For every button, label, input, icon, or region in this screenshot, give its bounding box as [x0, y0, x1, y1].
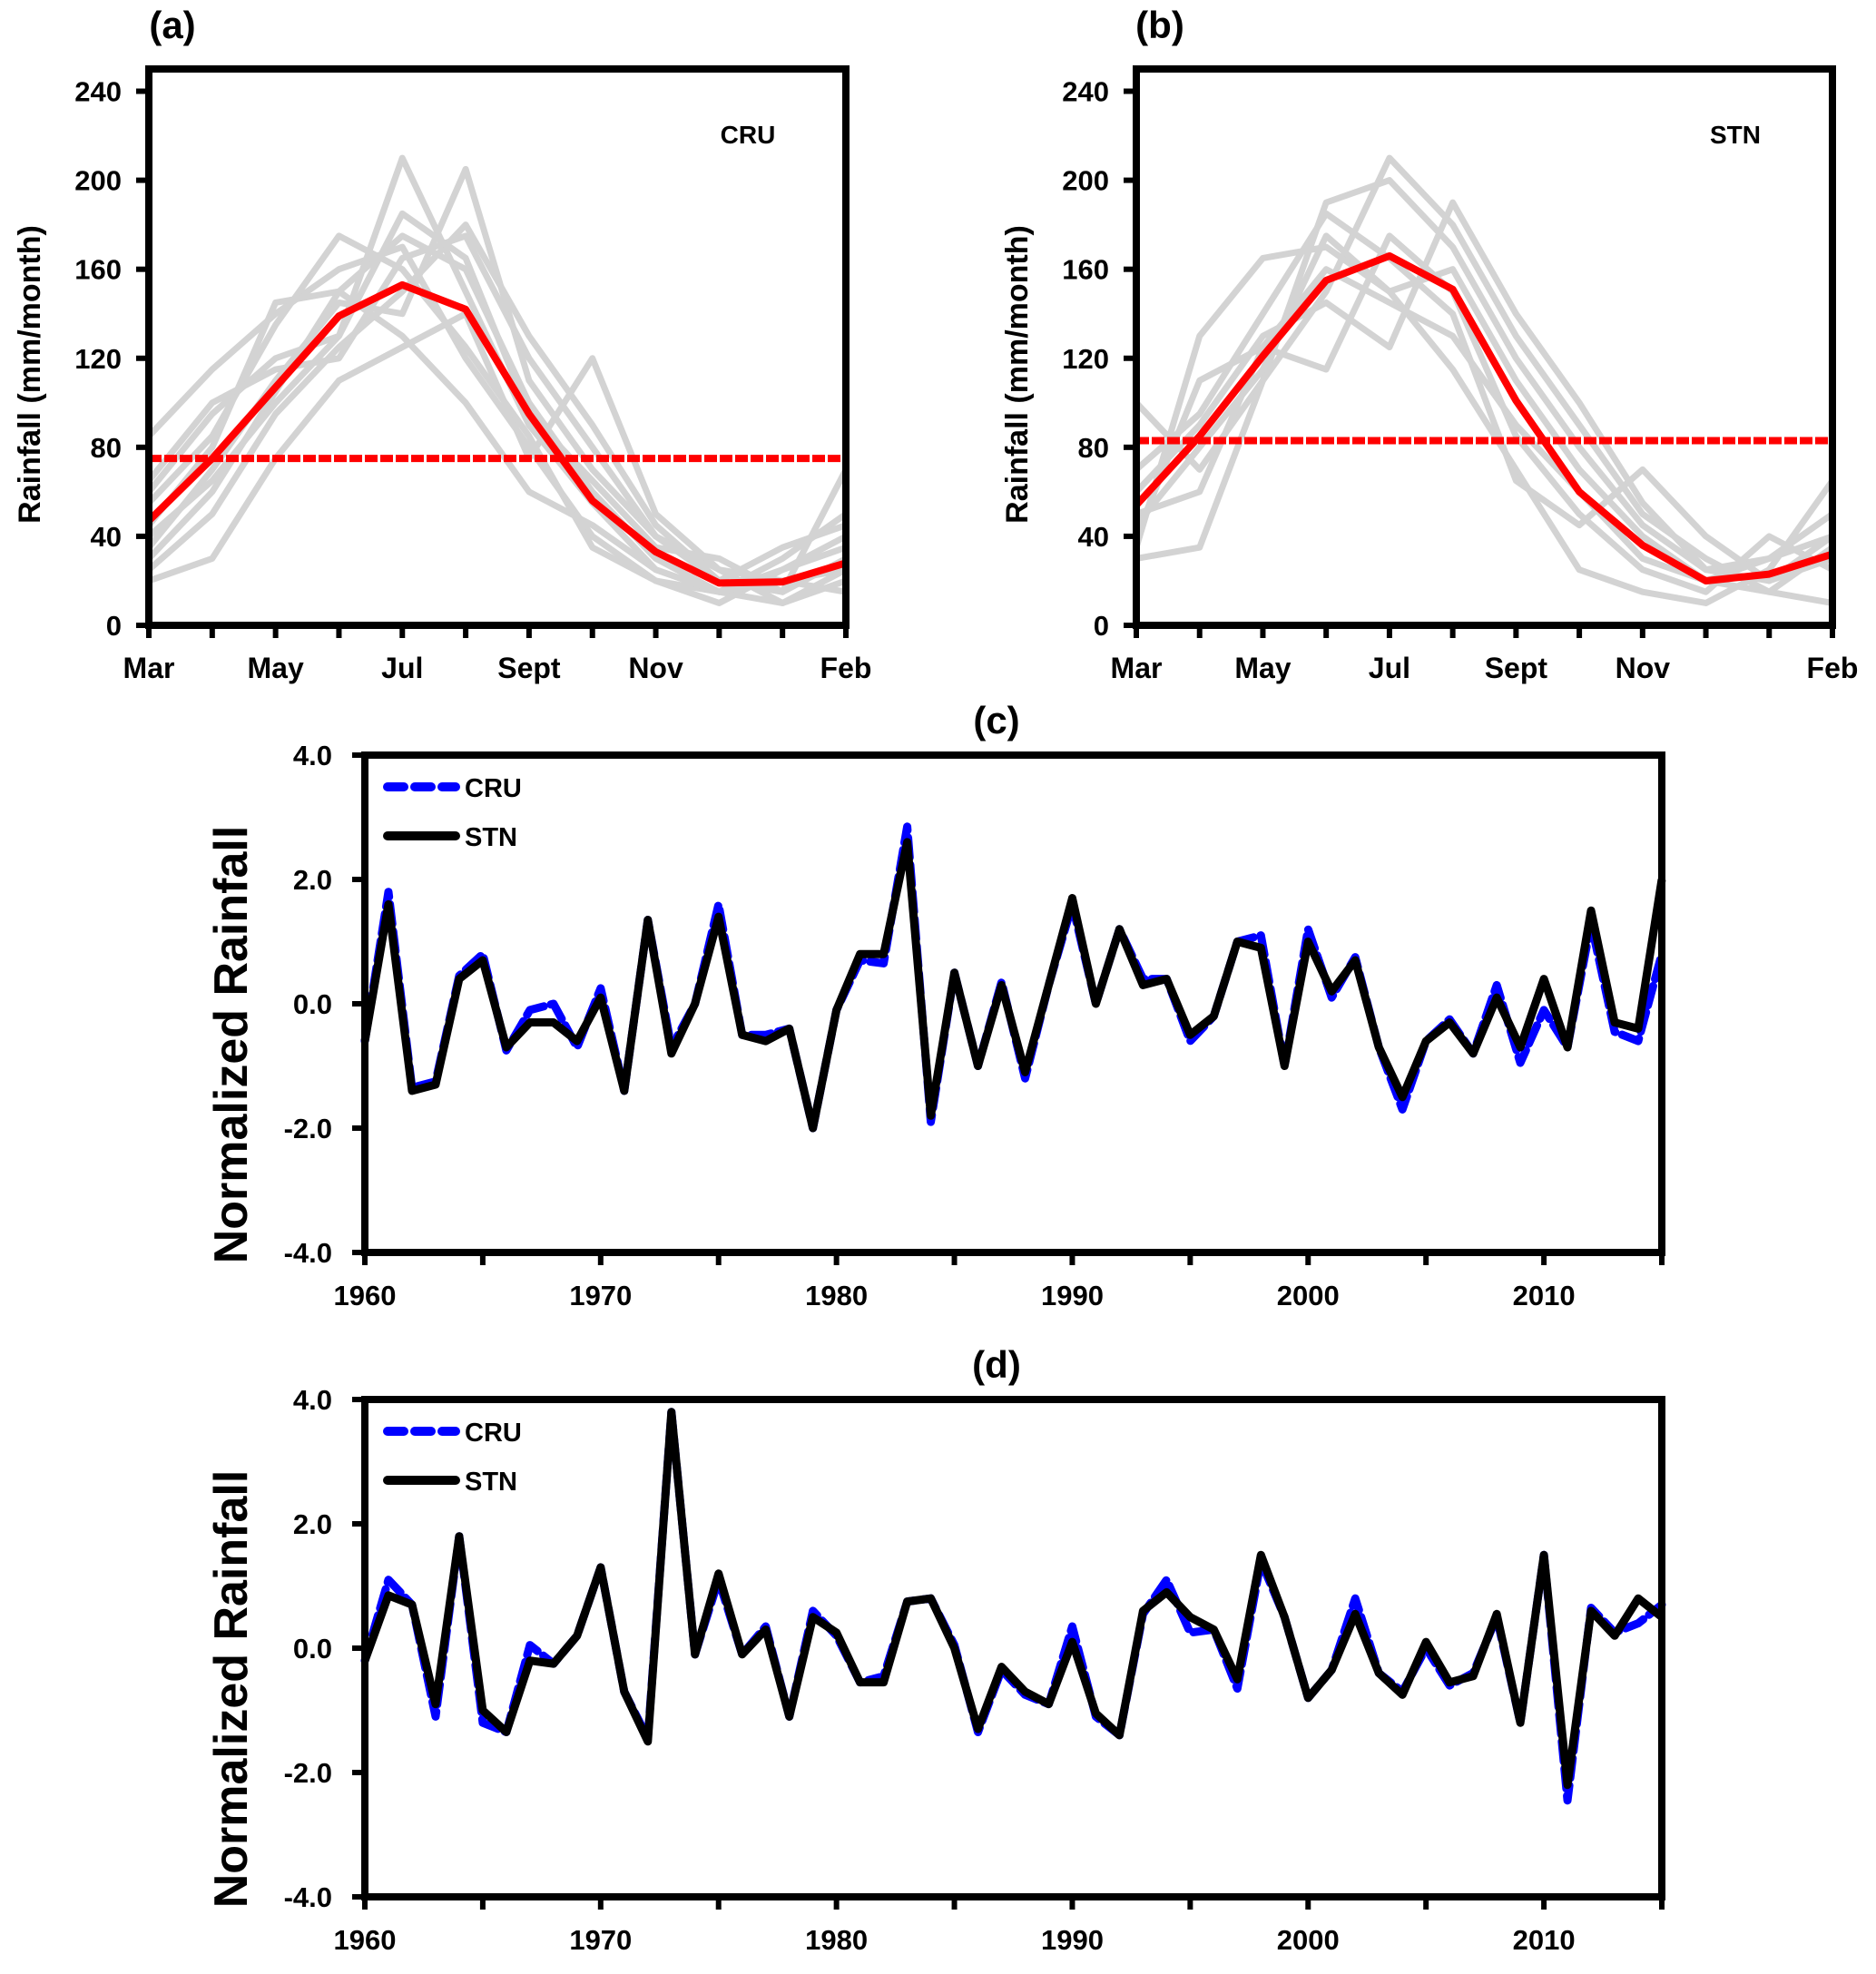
stn-line	[360, 1408, 1665, 1790]
panel-label: (a)	[149, 4, 195, 46]
y-axis-label: Normalized Rainfall	[205, 1470, 258, 1909]
x-tick-label: Sept	[1485, 652, 1548, 684]
dataset-label: CRU	[721, 121, 776, 149]
x-tick-label: 1980	[805, 1924, 868, 1956]
year-line	[146, 154, 849, 595]
x-tick-label: Jul	[381, 652, 423, 684]
x-tick-label: 1970	[569, 1280, 632, 1311]
x-tick-label: 1980	[805, 1280, 868, 1311]
panel-label: (d)	[972, 1343, 1021, 1386]
y-tick-label: 240	[74, 76, 122, 108]
y-tick-label: 0.0	[293, 1633, 332, 1665]
y-tick-label: 0	[106, 610, 122, 642]
y-tick-label: 2.0	[293, 1508, 332, 1540]
x-tick-label: 2000	[1277, 1280, 1340, 1311]
x-tick-label: Nov	[1616, 652, 1671, 684]
year-line	[1134, 232, 1835, 606]
y-tick-label: 40	[1078, 521, 1109, 553]
y-tick-label: 200	[1062, 165, 1109, 197]
y-tick-label: -2.0	[284, 1113, 332, 1144]
x-tick-label: 1970	[569, 1924, 632, 1956]
year-line	[1134, 177, 1834, 574]
y-axis-label: Rainfall (mm/month)	[1000, 225, 1035, 524]
stn-line	[360, 838, 1666, 1133]
x-tick-label: Feb	[820, 652, 872, 684]
year-line	[146, 210, 850, 595]
y-tick-label: 4.0	[293, 1384, 332, 1416]
x-tick-label: May	[248, 652, 304, 684]
y-tick-label: 120	[1062, 343, 1109, 375]
y-tick-label: 240	[1062, 76, 1109, 108]
x-tick-label: 1990	[1041, 1280, 1104, 1311]
cru-line	[360, 1408, 1666, 1805]
x-tick-label: May	[1234, 652, 1291, 684]
y-tick-label: 40	[91, 521, 122, 553]
y-tick-label: 200	[74, 165, 122, 197]
dataset-label: STN	[1710, 121, 1761, 149]
panel-b: (b) STN Mar May Jul Sept Nov Feb 0 40 80 120 160 200 2…	[1000, 4, 1858, 684]
legend-label-cru: CRU	[465, 774, 522, 803]
y-tick-label: 80	[1078, 432, 1109, 464]
x-tick-label: 1960	[334, 1924, 397, 1956]
y-tick-label: 0.0	[293, 988, 332, 1020]
y-tick-label: 120	[74, 343, 122, 375]
panel-d: (d) CRU STN 1960 1970 1980 1990 2000 2010 -4.0 -2.…	[205, 1343, 1666, 1956]
panel-label: (b)	[1135, 4, 1184, 46]
y-tick-label: -4.0	[284, 1237, 332, 1269]
x-tick-label: 1990	[1041, 1924, 1104, 1956]
x-tick-label: Mar	[123, 652, 175, 684]
x-tick-label: 1960	[334, 1280, 397, 1311]
year-line	[146, 288, 847, 595]
y-tick-label: 160	[74, 254, 122, 286]
year-line	[1135, 154, 1833, 606]
x-tick-label: 2000	[1277, 1924, 1340, 1956]
x-tick-label: Jul	[1369, 652, 1410, 684]
legend-label-cru: CRU	[465, 1419, 522, 1448]
plot-frame	[145, 65, 850, 629]
year-line	[1134, 210, 1835, 584]
monthly-mean-line	[146, 280, 848, 587]
y-tick-label: 0	[1094, 610, 1109, 642]
legend-label-stn: STN	[465, 1468, 517, 1497]
x-tick-label: Nov	[628, 652, 683, 684]
panel-label: (c)	[973, 699, 1019, 741]
plot-frame	[361, 751, 1665, 1256]
plot-frame	[361, 1396, 1665, 1900]
y-tick-label: 2.0	[293, 864, 332, 896]
legend-label-stn: STN	[465, 823, 517, 852]
y-axis-label: Rainfall (mm/month)	[13, 225, 47, 524]
plot-frame	[1133, 65, 1836, 629]
year-line	[146, 232, 848, 606]
x-tick-label: 2010	[1513, 1924, 1576, 1956]
y-tick-label: -4.0	[284, 1881, 332, 1913]
year-line	[146, 232, 848, 584]
x-tick-label: 2010	[1513, 1280, 1576, 1311]
y-tick-label: 160	[1062, 254, 1109, 286]
y-tick-label: -2.0	[284, 1757, 332, 1789]
panel-c: (c) CRU STN 1960 1970 1980 1990 2000 2010 -4.0 -2.…	[205, 699, 1666, 1311]
cru-line	[360, 822, 1666, 1133]
panel-a: (a) CRU Mar May Jul Sept Nov Feb 0 40 80 120 160 200 2…	[13, 4, 871, 684]
monthly-mean-line	[1134, 251, 1834, 584]
y-tick-label: 4.0	[293, 740, 332, 771]
x-tick-label: Sept	[497, 652, 561, 684]
x-tick-label: Mar	[1111, 652, 1163, 684]
y-tick-label: 80	[91, 432, 122, 464]
y-axis-label: Normalized Rainfall	[205, 826, 258, 1264]
x-tick-label: Feb	[1807, 652, 1859, 684]
